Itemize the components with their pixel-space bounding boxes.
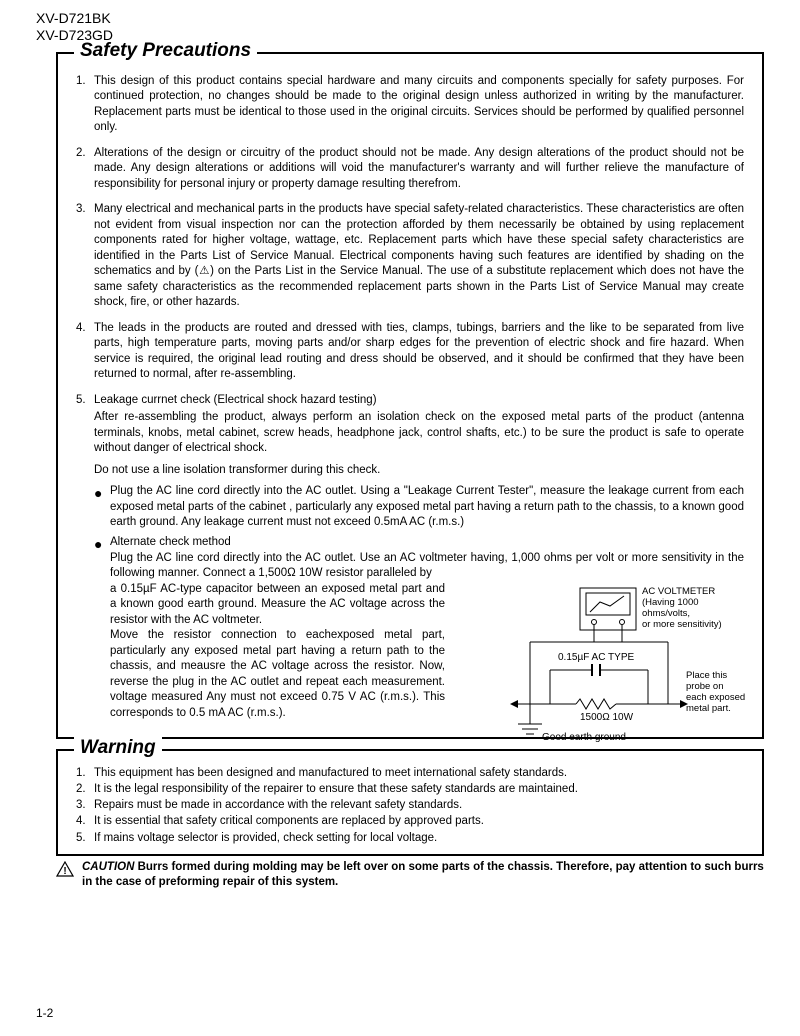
svg-text:each exposed: each exposed [686,692,745,703]
list-item: 4. The leads in the products are routed … [76,321,744,383]
alternate-title: Alternate check method [110,535,744,551]
safety-list: 1. This design of this product contains … [76,74,744,409]
alternate-para-a: Plug the AC line cord directly into the … [110,551,744,582]
warning-list: 1.This equipment has been designed and m… [76,765,744,845]
list-item: 5.If mains voltage selector is provided,… [76,830,744,846]
alternate-para-b: a 0.15µF AC-type capacitor between an ex… [110,582,445,629]
model-1: XV-D721BK [36,10,800,27]
warning-title: Warning [74,737,162,759]
svg-text:metal part.: metal part. [686,703,731,714]
caution-text: Burrs formed during molding may be left … [82,861,764,889]
list-item: 2.It is the legal responsibility of the … [76,781,744,797]
warning-triangle-icon: ! [56,860,76,883]
svg-text:!: ! [63,866,66,877]
model-header: XV-D721BK XV-D723GD [0,0,800,44]
list-item: 1. This design of this product contains … [76,74,744,136]
caution-row: ! CAUTION Burrs formed during molding ma… [56,860,764,891]
page-number: 1-2 [36,1006,53,1020]
bullet-item: ● Plug the AC line cord directly into th… [94,484,744,531]
bullet-item: ● Alternate check method Plug the AC lin… [94,535,744,721]
warning-box: Warning 1.This equipment has been design… [56,749,764,855]
list-item: 2. Alterations of the design or circuitr… [76,146,744,193]
svg-text:probe on: probe on [686,681,724,692]
caution-label: CAUTION [82,861,134,873]
res-label: 1500Ω 10W [580,712,634,723]
svg-text:Place this: Place this [686,670,727,681]
bullet-icon: ● [94,535,110,721]
item5-sub2: Do not use a line isolation transformer … [94,463,744,479]
cap-label: 0.15µF AC TYPE [558,652,634,663]
list-item: 3.Repairs must be made in accordance wit… [76,797,744,813]
list-item: 4.It is essential that safety critical c… [76,813,744,829]
safety-title: Safety Precautions [74,40,257,62]
list-item: 1.This equipment has been designed and m… [76,765,744,781]
circuit-diagram: AC VOLTMETER (Having 1000 ohms/volts, or… [490,582,750,747]
item5-sub1: After re-assembling the product, always … [94,410,744,457]
voltmeter-label: AC VOLTMETER [642,586,715,597]
list-item: 5. Leakage currnet check (Electrical sho… [76,393,744,409]
svg-text:ohms/volts,: ohms/volts, [642,608,690,619]
safety-box: Safety Precautions 1. This design of thi… [56,52,764,740]
alternate-para-c: Move the resistor connection to eachexpo… [110,628,445,721]
svg-text:(Having 1000: (Having 1000 [642,597,699,608]
svg-text:or more sensitivity): or more sensitivity) [642,619,722,630]
bullet-icon: ● [94,484,110,531]
list-item: 3. Many electrical and mechanical parts … [76,202,744,311]
ground-label: Good earth ground [542,732,626,743]
